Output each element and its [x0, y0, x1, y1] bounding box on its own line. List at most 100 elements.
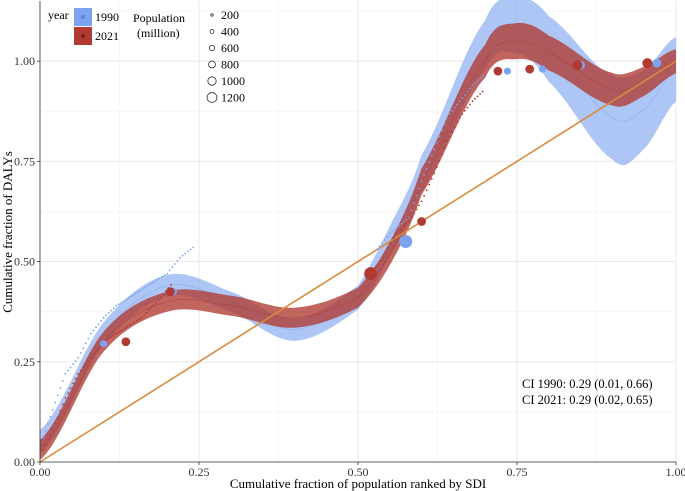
legend-size-label: 800 [221, 58, 239, 72]
curve-point-2021 [400, 227, 403, 230]
legend-label-2021: 2021 [95, 29, 119, 43]
curve-point-2021 [145, 311, 148, 314]
curve-point-1990 [136, 291, 139, 293]
curve-point-1990 [74, 360, 77, 362]
curve-point-1990 [132, 294, 134, 296]
curve-point-2021 [138, 318, 141, 321]
curve-point-2021 [54, 422, 57, 425]
legend-label-1990: 1990 [95, 10, 119, 24]
x-tick-label: 0.50 [348, 465, 369, 479]
curve-point-1990 [139, 289, 142, 292]
x-tick-label: 1.00 [666, 465, 685, 479]
curve-point-1990 [72, 363, 74, 366]
curve-point-2021 [479, 93, 481, 95]
curve-point-2021 [114, 333, 117, 336]
curve-point-1990 [47, 423, 49, 425]
curve-point-1990 [381, 242, 384, 245]
curve-point-1990 [115, 304, 118, 307]
legend: year 1990 2021 Population (million) 200 4… [48, 8, 245, 105]
concentration-curve-points [42, 74, 484, 451]
curve-point-1990 [408, 216, 410, 219]
curve-point-2021 [84, 363, 87, 366]
curve-point-1990 [466, 90, 469, 93]
curve-point-1990 [176, 259, 179, 262]
curve-point-2021 [95, 350, 97, 353]
curve-point-1990 [122, 300, 125, 303]
curve-point-1990 [84, 342, 87, 345]
curve-point-1990 [481, 74, 484, 77]
curve-point-2021 [112, 334, 114, 337]
curve-point-2021 [67, 392, 69, 394]
x-tick-label: 0.00 [30, 465, 51, 479]
curve-point-1990 [451, 109, 453, 112]
curve-point-2021 [109, 336, 112, 339]
ci-2021-label: CI 2021: 0.29 (0.02, 0.65) [522, 393, 653, 407]
curve-point-1990 [141, 288, 144, 290]
curve-point-2021 [410, 216, 413, 219]
curve-point-1990 [158, 277, 161, 280]
curve-point-2021 [162, 293, 165, 296]
curve-point-2021 [395, 232, 398, 235]
curve-point-2021 [44, 444, 47, 446]
curve-point-1990 [386, 235, 389, 238]
curve-point-1990 [59, 387, 62, 390]
curve-point-1990 [184, 252, 187, 255]
curve-point-1990 [441, 129, 443, 132]
curve-point-1990 [69, 366, 72, 369]
curve-point-1990 [42, 437, 45, 439]
bubble-2021 [572, 60, 583, 71]
curve-point-2021 [463, 109, 466, 112]
curve-point-1990 [49, 416, 52, 418]
y-tick-label: 0.50 [14, 255, 35, 269]
curve-point-2021 [133, 321, 136, 324]
curve-point-2021 [476, 95, 479, 98]
curve-point-1990 [391, 230, 394, 233]
curve-point-2021 [105, 339, 107, 342]
curve-point-1990 [423, 174, 425, 176]
curve-point-2021 [423, 194, 425, 197]
curve-point-2021 [446, 140, 448, 143]
curve-point-2021 [97, 347, 100, 350]
curve-point-2021 [458, 116, 461, 119]
curve-point-2021 [433, 172, 436, 175]
curve-point-2021 [170, 283, 172, 286]
x-tick-label: 0.75 [507, 465, 528, 479]
curve-point-2021 [87, 360, 90, 362]
curve-point-1990 [95, 326, 97, 329]
curve-point-2021 [74, 377, 77, 380]
curve-point-2021 [438, 159, 441, 162]
curve-point-1990 [469, 87, 471, 90]
curve-point-2021 [72, 382, 74, 385]
curve-point-2021 [152, 304, 155, 307]
curve-point-2021 [443, 146, 446, 149]
curve-point-1990 [110, 309, 113, 312]
curve-point-1990 [127, 297, 130, 299]
curve-point-2021 [382, 256, 385, 259]
bubble-2021 [525, 64, 535, 74]
curve-point-2021 [451, 130, 453, 133]
curve-point-1990 [166, 272, 169, 275]
curve-point-1990 [105, 314, 107, 317]
x-axis-title: Cumulative fraction of population ranked… [230, 476, 486, 491]
curve-point-1990 [173, 263, 176, 265]
curve-point-2021 [77, 372, 80, 375]
curve-point-1990 [463, 93, 466, 96]
curve-point-1990 [181, 254, 184, 257]
bubble-2021 [642, 58, 653, 69]
curve-point-1990 [151, 282, 154, 284]
bubbles [100, 58, 662, 348]
curve-point-1990 [51, 409, 54, 411]
curve-point-1990 [418, 187, 420, 190]
curve-point-1990 [428, 161, 431, 164]
curve-point-2021 [441, 153, 443, 156]
curve-point-1990 [388, 232, 391, 235]
curve-point-2021 [474, 97, 476, 100]
bubble-1990 [100, 340, 108, 348]
y-axis-title: Cumulative fraction of DALYs [0, 151, 15, 313]
curve-point-2021 [415, 208, 418, 211]
curve-point-2021 [392, 237, 395, 240]
legend-population-unit: (million) [137, 26, 180, 40]
legend-size-label: 600 [221, 41, 239, 55]
curve-point-2021 [155, 301, 158, 304]
